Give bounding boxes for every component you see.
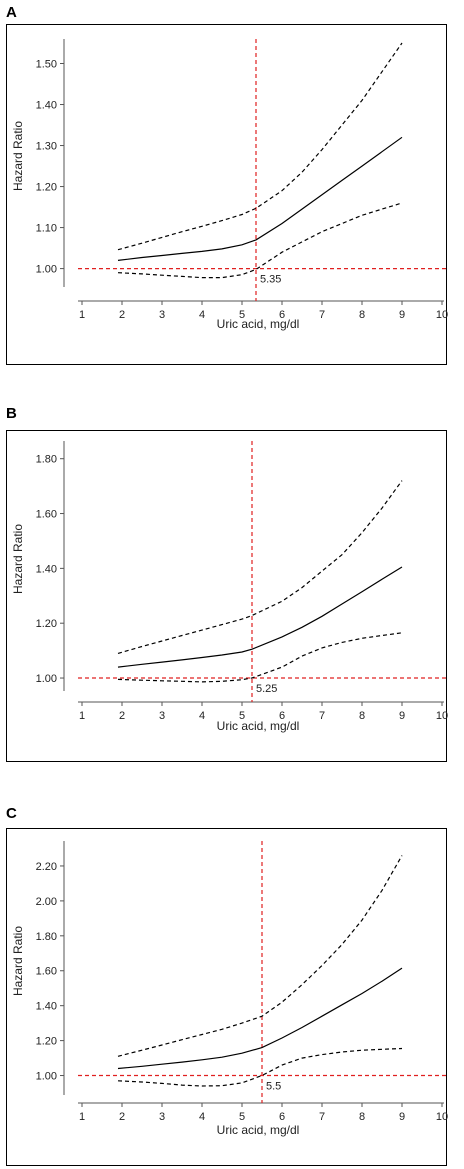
- x-tick-label: 10: [436, 710, 448, 722]
- x-tick-label: 1: [79, 309, 85, 321]
- y-tick-label: 1.20: [36, 182, 57, 194]
- hazard-ratio-curve: [117, 566, 403, 668]
- y-tick-label: 1.60: [36, 966, 57, 978]
- x-tick-label: 5: [239, 710, 245, 722]
- x-tick-label: 4: [199, 1111, 205, 1123]
- x-tick-label: 9: [399, 1111, 405, 1123]
- x-axis-title: Uric acid, mg/dl: [217, 317, 300, 331]
- y-tick-label: 1.00: [36, 1071, 57, 1083]
- x-tick-label: 5: [239, 309, 245, 321]
- x-tick-label: 2: [119, 1111, 125, 1123]
- cutoff-label: 5.25: [256, 683, 277, 695]
- lower-ci-curve: [117, 202, 403, 279]
- x-axis-title: Uric acid, mg/dl: [217, 1123, 300, 1137]
- x-tick-label: 8: [359, 1111, 365, 1123]
- x-tick-label: 2: [119, 710, 125, 722]
- panel-label-b: B: [6, 405, 17, 422]
- x-tick-label: 3: [159, 710, 165, 722]
- panel-label-a: A: [6, 4, 17, 21]
- x-tick-label: 9: [399, 710, 405, 722]
- panel-frame-a: [6, 24, 447, 365]
- y-tick-label: 1.00: [36, 264, 57, 276]
- x-tick-label: 1: [79, 1111, 85, 1123]
- x-tick-label: 1: [79, 710, 85, 722]
- lower-ci-curve: [117, 632, 403, 683]
- x-tick-label: 7: [319, 1111, 325, 1123]
- x-tick-label: 3: [159, 1111, 165, 1123]
- x-tick-label: 4: [199, 710, 205, 722]
- x-tick-label: 2: [119, 309, 125, 321]
- y-tick-label: 1.80: [36, 454, 57, 466]
- upper-ci-curve: [117, 855, 403, 1057]
- cutoff-label: 5.35: [260, 274, 281, 286]
- x-tick-label: 5: [239, 1111, 245, 1123]
- x-tick-label: 6: [279, 710, 285, 722]
- y-tick-label: 1.40: [36, 100, 57, 112]
- y-tick-label: 1.30: [36, 141, 57, 153]
- upper-ci-curve: [117, 42, 403, 251]
- lower-ci-curve: [117, 1047, 403, 1087]
- hazard-ratio-chart-c: 1.00 1.20 1.40 1.60 1.80 2.00 2.20 1 2 3 4 5 6 7 8 9 10 U…: [11, 841, 448, 1137]
- x-tick-label: 8: [359, 309, 365, 321]
- y-tick-label: 1.60: [36, 509, 57, 521]
- y-tick-label: 1.40: [36, 563, 57, 575]
- y-tick-label: 1.50: [36, 59, 57, 71]
- x-tick-label: 7: [319, 710, 325, 722]
- y-tick-label: 2.00: [36, 896, 57, 908]
- y-tick-label: 1.20: [36, 1036, 57, 1048]
- x-tick-label: 9: [399, 309, 405, 321]
- x-tick-label: 8: [359, 710, 365, 722]
- y-tick-label: 1.40: [36, 1001, 57, 1013]
- hazard-ratio-chart-b: 1.00 1.20 1.40 1.60 1.80 1 2 3 4 5 6 7 8 9 10 Uric acid…: [11, 441, 448, 733]
- x-tick-label: 4: [199, 309, 205, 321]
- cutoff-label: 5.5: [266, 1081, 281, 1093]
- x-tick-label: 10: [436, 309, 448, 321]
- panel-frame-c: [6, 828, 447, 1166]
- y-tick-label: 2.20: [36, 861, 57, 873]
- x-axis-title: Uric acid, mg/dl: [217, 719, 300, 733]
- upper-ci-curve: [117, 480, 403, 654]
- y-tick-label: 1.20: [36, 618, 57, 630]
- y-axis-title: Hazard Ratio: [11, 926, 25, 996]
- panel-label-c: C: [6, 805, 17, 822]
- x-tick-label: 7: [319, 309, 325, 321]
- hazard-ratio-curve: [117, 136, 403, 261]
- y-axis-title: Hazard Ratio: [11, 524, 25, 594]
- y-tick-label: 1.80: [36, 931, 57, 943]
- y-axis-title: Hazard Ratio: [11, 121, 25, 191]
- y-tick-label: 1.10: [36, 223, 57, 235]
- x-tick-label: 3: [159, 309, 165, 321]
- x-tick-label: 10: [436, 1111, 448, 1123]
- hazard-ratio-curve: [117, 967, 403, 1070]
- hazard-ratio-chart-a: 1.00 1.10 1.20 1.30 1.40 1.50 1 2 3 4 5 6 7 8 9 10 Uric …: [11, 39, 448, 331]
- x-tick-label: 6: [279, 1111, 285, 1123]
- y-tick-label: 1.00: [36, 673, 57, 685]
- x-tick-label: 6: [279, 309, 285, 321]
- panel-frame-b: [6, 430, 447, 762]
